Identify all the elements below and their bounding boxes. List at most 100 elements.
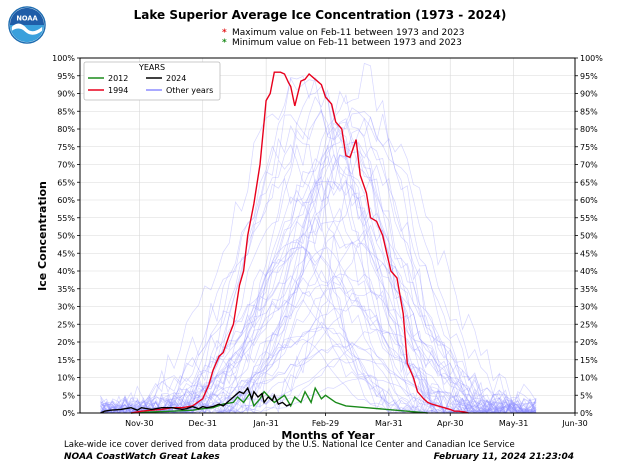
other-year-line <box>100 304 537 414</box>
x-tick-label: Nov-30 <box>125 419 153 428</box>
other-year-line <box>100 108 537 414</box>
y-tick-label: 25% <box>57 320 75 329</box>
x-tick-label: Mar-31 <box>375 419 403 428</box>
x-tick-label: Feb-29 <box>312 419 339 428</box>
y-tick-label-right: 80% <box>580 125 598 134</box>
y-tick-label: 100% <box>52 54 75 63</box>
noaa-logo: NOAA <box>8 6 46 44</box>
y-tick-label: 80% <box>57 125 75 134</box>
x-tick-label: Jun-30 <box>561 419 588 428</box>
y-tick-label-right: 60% <box>580 196 598 205</box>
x-axis-ticks: Nov-30 Dec-31 Jan-31 Feb-29 Mar-31 Apr-30 May-… <box>125 413 588 428</box>
other-year-line <box>100 224 537 414</box>
y-tick-label-right: 55% <box>580 214 598 223</box>
y-tick-label: 45% <box>57 249 75 258</box>
min-marker-icon: * <box>222 38 227 48</box>
legend-title: YEARS <box>138 63 165 72</box>
y-tick-label: 50% <box>57 232 75 241</box>
x-tick-label: Dec-31 <box>188 419 217 428</box>
legend-label-2024: 2024 <box>166 74 186 83</box>
other-year-line <box>100 75 537 414</box>
y-tick-label: 0% <box>62 409 75 418</box>
y-tick-label: 60% <box>57 196 75 205</box>
y-tick-label-right: 90% <box>580 90 598 99</box>
other-year-line <box>100 146 537 414</box>
other-year-line <box>100 115 537 414</box>
y-tick-label-right: 100% <box>580 54 603 63</box>
other-year-line <box>100 62 537 415</box>
x-tick-label: May-31 <box>499 419 528 428</box>
other-year-line <box>100 246 537 414</box>
y-tick-label-right: 75% <box>580 143 598 152</box>
footer-timestamp: February 11, 2024 21:23:04 <box>433 452 574 462</box>
y-tick-label-right: 25% <box>580 320 598 329</box>
y-tick-label-right: 20% <box>580 338 598 347</box>
grid <box>80 57 576 414</box>
y-tick-label-right: 5% <box>580 391 593 400</box>
other-year-line <box>100 241 537 414</box>
other-year-line <box>100 118 537 414</box>
y-tick-label: 20% <box>57 338 75 347</box>
x-axis-label: Months of Year <box>281 429 375 442</box>
y-tick-label-right: 50% <box>580 232 598 241</box>
series-lines <box>100 71 469 414</box>
other-year-line <box>100 246 537 414</box>
y-tick-label-right: 40% <box>580 267 598 276</box>
series-line-1994 <box>130 71 469 414</box>
x-tick-label: Apr-30 <box>437 419 463 428</box>
y-tick-label: 30% <box>57 303 75 312</box>
y-tick-label-right: 70% <box>580 161 598 170</box>
series-line-2024 <box>100 386 291 414</box>
y-tick-label: 15% <box>57 356 75 365</box>
y-tick-label: 5% <box>62 391 75 400</box>
max-note-row: * Maximum value on Feb-11 between 1973 an… <box>222 28 464 38</box>
chart-title: Lake Superior Average Ice Concentration … <box>133 8 507 22</box>
other-year-line <box>100 155 537 414</box>
y-tick-label: 35% <box>57 285 75 294</box>
max-marker-icon: * <box>222 28 227 38</box>
footer-credit: NOAA CoastWatch Great Lakes <box>64 452 220 462</box>
logo-text: NOAA <box>16 14 38 22</box>
other-years-lines <box>100 62 537 415</box>
min-note-row: * Minimum value on Feb-11 between 1973 an… <box>222 38 462 48</box>
legend-label-1994: 1994 <box>108 86 128 95</box>
series-line-2012 <box>131 386 428 414</box>
y-tick-label: 90% <box>57 90 75 99</box>
y-tick-label: 70% <box>57 161 75 170</box>
other-year-line <box>100 107 537 414</box>
other-year-line <box>100 77 537 414</box>
y-tick-label: 55% <box>57 214 75 223</box>
y-tick-label: 40% <box>57 267 75 276</box>
y-tick-label: 95% <box>57 72 75 81</box>
other-year-line <box>100 269 537 414</box>
other-year-line <box>100 85 537 415</box>
y-axis-label: Ice Concentration <box>36 181 49 291</box>
y-tick-label-right: 65% <box>580 178 598 187</box>
other-year-line <box>100 154 537 414</box>
y-tick-label-right: 15% <box>580 356 598 365</box>
y-axis-ticks: 0% 0% 5% 5% 10% 10% 15% 15% 20% 20% 25% 25% 30% 30% 35… <box>52 54 603 418</box>
other-year-line <box>100 113 537 414</box>
other-year-line <box>100 143 537 414</box>
y-tick-label: 65% <box>57 178 75 187</box>
y-tick-label-right: 0% <box>580 409 593 418</box>
y-tick-label-right: 30% <box>580 303 598 312</box>
y-tick-label-right: 85% <box>580 107 598 116</box>
other-year-line <box>100 124 537 414</box>
legend-label-2012: 2012 <box>108 74 128 83</box>
y-tick-label-right: 35% <box>580 285 598 294</box>
y-tick-label: 85% <box>57 107 75 116</box>
y-tick-label: 75% <box>57 143 75 152</box>
other-year-line <box>100 235 537 414</box>
legend: YEARS 2012 2024 1994 Other years <box>83 61 221 101</box>
min-note: Minimum value on Feb-11 between 1973 and… <box>232 38 462 48</box>
y-tick-label-right: 45% <box>580 249 598 258</box>
x-tick-label: Jan-31 <box>252 419 278 428</box>
other-year-line <box>100 179 537 415</box>
legend-label-other: Other years <box>166 86 213 95</box>
max-note: Maximum value on Feb-11 between 1973 and… <box>232 28 465 38</box>
legend-box <box>83 61 221 101</box>
other-year-line <box>100 177 537 414</box>
y-tick-label-right: 95% <box>580 72 598 81</box>
